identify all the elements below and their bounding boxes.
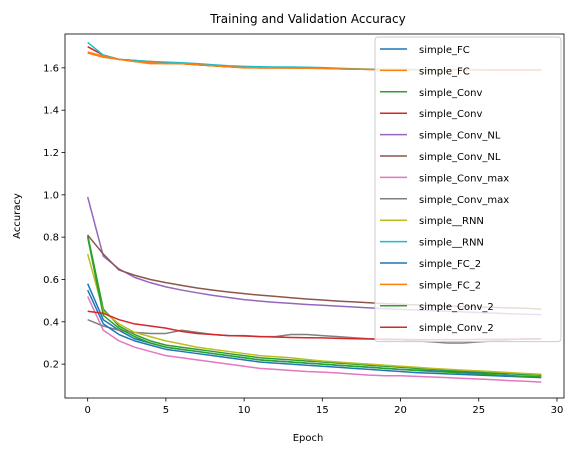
series-line-8 — [86, 253, 542, 376]
legend-entry-label: simple__RNN — [419, 216, 484, 227]
legend-entry-label: simple_Conv_2 — [419, 323, 494, 334]
x-tick-label: 20 — [394, 405, 407, 416]
legend-entry-label: simple_Conv_NL — [419, 152, 501, 163]
series-line-12 — [86, 237, 542, 378]
plot-frame — [64, 33, 565, 399]
y-tick-label: 1.4 — [43, 106, 59, 117]
legend-entry-label: simple_FC_2 — [419, 259, 481, 270]
x-tick-label: 15 — [316, 405, 329, 416]
y-tick-label: 0.8 — [43, 233, 59, 244]
x-tick-label: 25 — [472, 405, 485, 416]
y-tick-label: 1.6 — [43, 63, 59, 74]
x-tick-label: 30 — [551, 405, 564, 416]
legend-entry-label: simple_FC — [419, 66, 470, 77]
legend-entry-label: simple_Conv — [419, 109, 482, 120]
series-line-2 — [86, 234, 542, 376]
legend-entry-label: simple_Conv_max — [419, 195, 509, 206]
y-tick-label: 0.6 — [43, 275, 59, 286]
y-axis-label: Accuracy — [12, 193, 23, 239]
legend-box — [374, 36, 562, 343]
series-line-10 — [86, 289, 542, 379]
y-tick-label: 0.4 — [43, 317, 59, 328]
x-tick-label: 0 — [84, 405, 90, 416]
legend-entry-label: simple_FC_2 — [419, 280, 481, 291]
x-tick-label: 5 — [163, 405, 169, 416]
series-line-6 — [86, 296, 542, 383]
chart-title: Training and Validation Accuracy — [209, 12, 405, 26]
legend-entry-label: simple_Conv — [419, 88, 482, 99]
y-tick-label: 1.0 — [43, 190, 59, 201]
x-tick-label: 10 — [238, 405, 251, 416]
legend-entry-label: simple_Conv_max — [419, 173, 509, 184]
legend-entry-label: simple_Conv_NL — [419, 131, 501, 142]
legend: simple_FC simple_FC simple_Conv simple_Conv… — [374, 36, 562, 343]
y-tick-label: 0.2 — [43, 360, 59, 371]
y-tick-label: 1.2 — [43, 148, 59, 159]
legend-entry-label: simple_Conv_2 — [419, 302, 494, 313]
series-line-7 — [87, 319, 542, 344]
y-axis-ticks: 0.2 0.4 0.6 0.8 1.0 1.2 1.4 1.6 — [43, 63, 65, 371]
legend-entry-label: simple__RNN — [419, 238, 484, 249]
legend-entry-label: simple_FC — [419, 45, 470, 56]
x-axis-label: Epoch — [293, 433, 324, 444]
x-axis-ticks: 0 5 10 15 20 25 30 — [84, 398, 563, 416]
